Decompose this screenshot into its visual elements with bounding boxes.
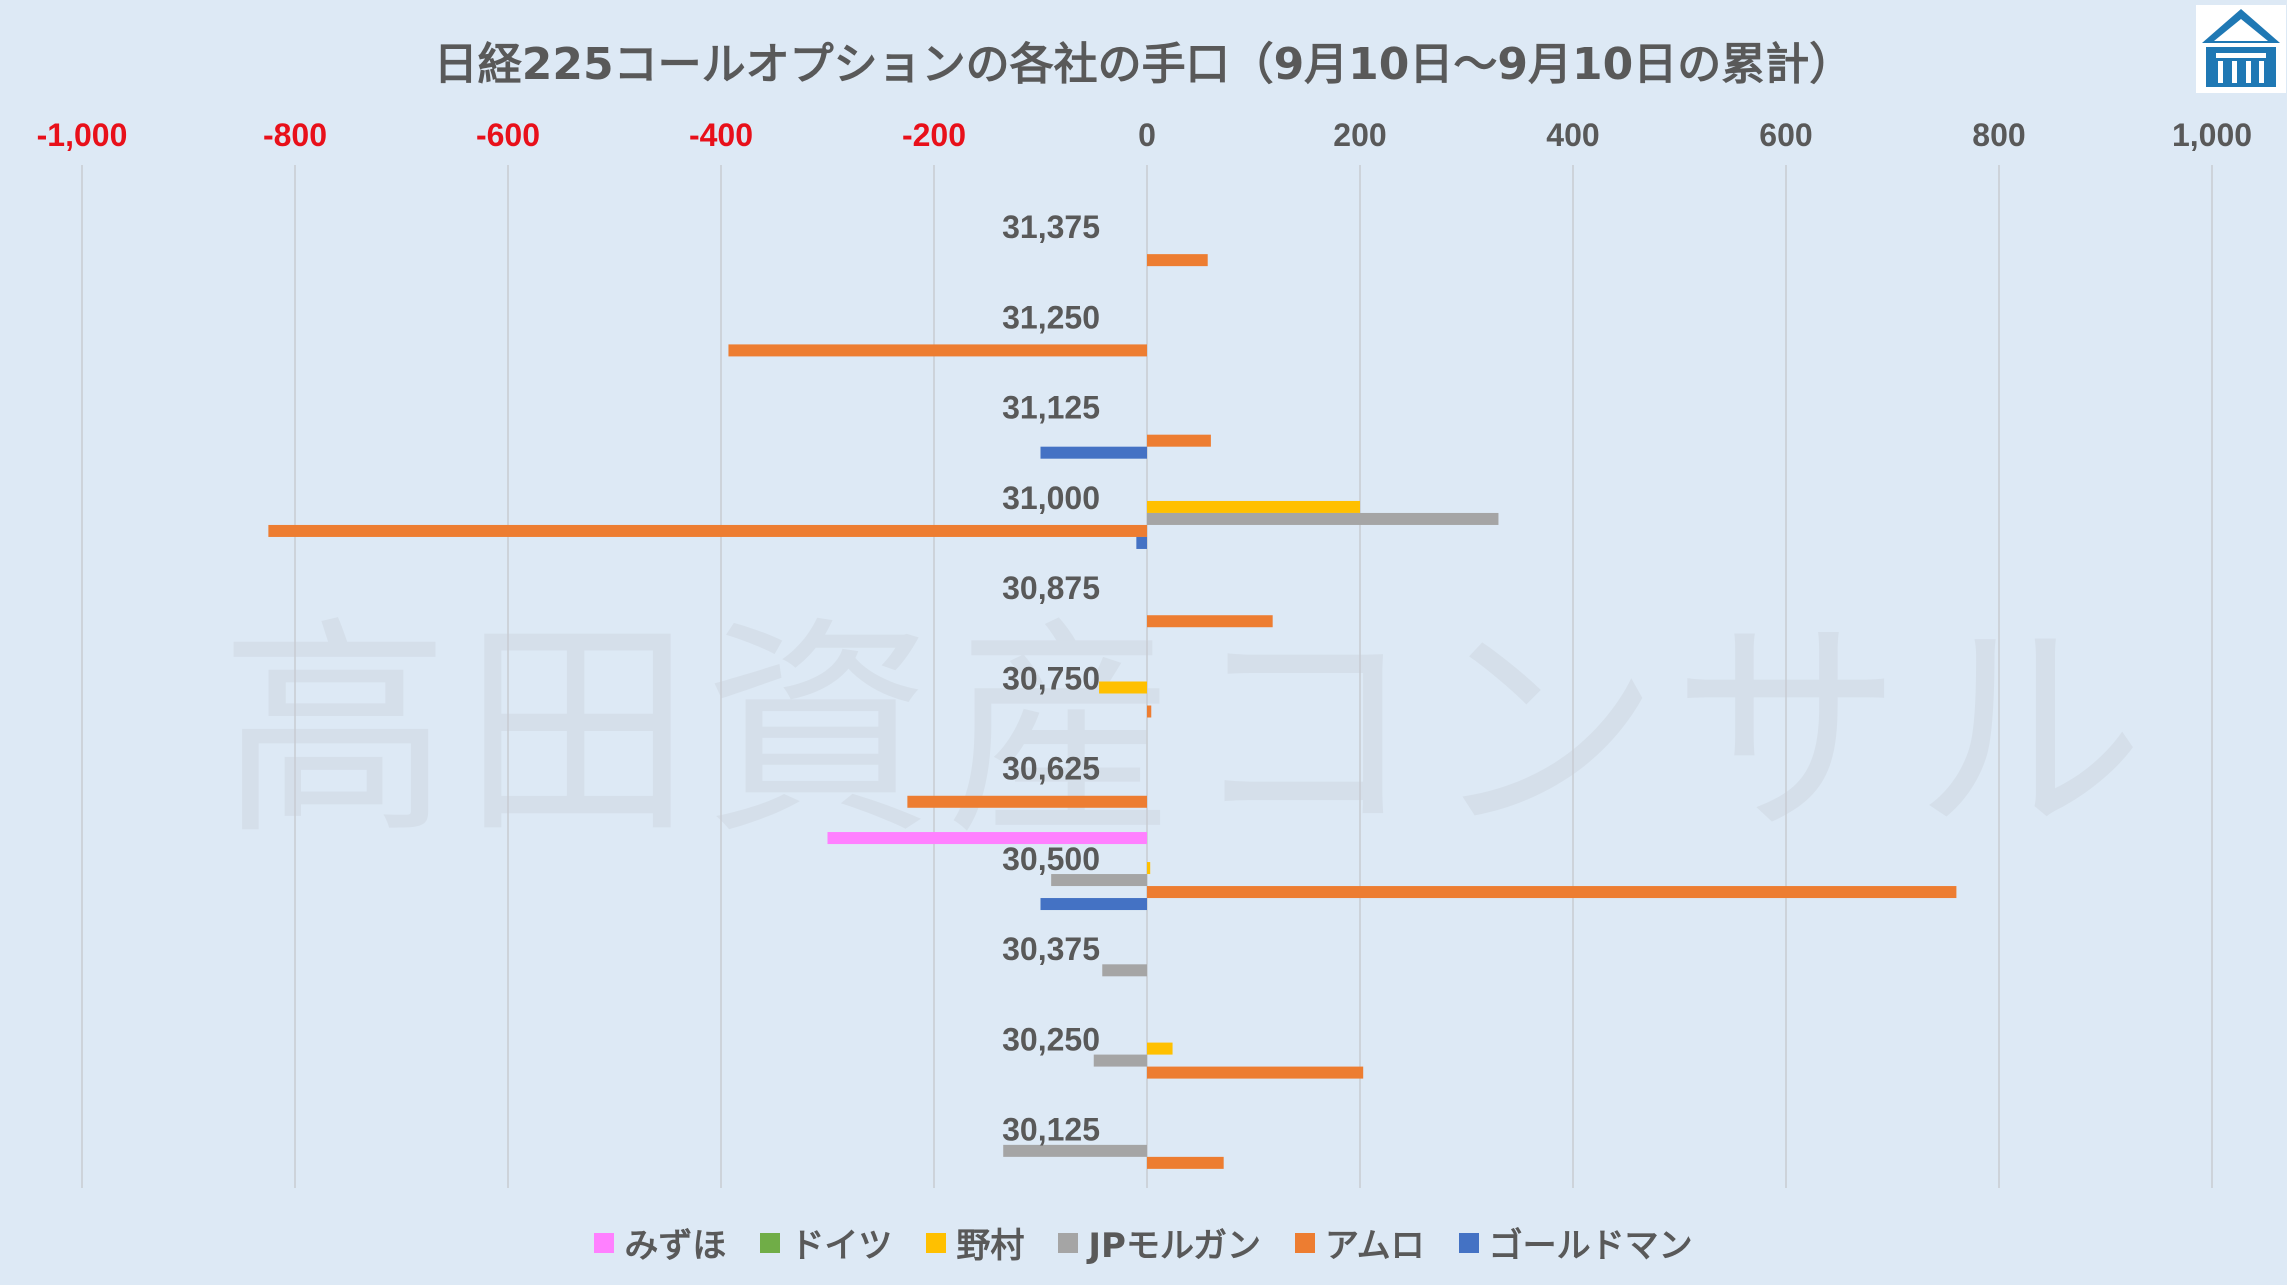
bar [1093,1054,1147,1067]
bar [1040,898,1147,911]
bar [1102,964,1147,977]
category-label: 30,625 [1002,751,1100,787]
legend-item: JPモルガン [1058,1218,1261,1267]
bar [1147,705,1152,718]
category-label: 31,125 [1002,390,1100,426]
legend-item: ゴールドマン [1458,1218,1693,1267]
category-label: 31,000 [1002,480,1100,516]
x-tick-label: -400 [689,117,753,153]
x-tick-label: 200 [1333,117,1386,153]
x-tick-label: -600 [476,117,540,153]
company-logo [2196,5,2286,93]
bar [1040,446,1147,459]
bar [1147,1156,1224,1169]
legend-label: アムロ [1324,1226,1425,1266]
legend-label: JPモルガン [1088,1226,1261,1266]
bar [268,524,1147,537]
legend-label: ゴールドマン [1488,1226,1693,1266]
legend-swatch [1458,1232,1479,1253]
bar [1147,615,1273,628]
category-label: 30,750 [1002,660,1100,696]
legend-item: ドイツ [760,1218,892,1267]
legend-label: ドイツ [790,1226,893,1266]
category-label: 30,250 [1002,1021,1100,1057]
bar [1051,874,1147,887]
bar-chart: -1,000 -800 -600 -400 -200 0 200 400 600 800 1,000… [37,117,2252,1188]
x-tick-label: -200 [902,117,966,153]
bar [1147,434,1211,447]
x-tick-label: -1,000 [37,117,128,153]
legend-swatch [926,1232,947,1253]
category-label: 30,875 [1002,570,1100,606]
category-label: 30,125 [1002,1112,1100,1148]
bar [1147,1066,1364,1079]
legend-swatch [760,1232,781,1253]
legend-item: 野村 [926,1218,1024,1267]
legend-item: みずほ [594,1218,726,1267]
category-label: 31,250 [1002,299,1100,335]
bar [1147,1042,1173,1055]
x-tick-label: -800 [263,117,327,153]
chart-title: 日経225コールオプションの各社の手口（9月10日～9月10日の累計） [433,39,1854,90]
bar [1136,536,1147,549]
bar [1003,1144,1147,1157]
legend-swatch [1058,1232,1079,1253]
category-label: 30,375 [1002,931,1100,967]
chart-legend: みずほ ドイツ 野村 JPモルガン アムロ ゴールドマン [0,1218,2287,1267]
bar [1147,886,1957,899]
bar [1099,681,1147,694]
x-tick-label: 0 [1138,117,1156,153]
category-label: 31,375 [1002,209,1100,245]
legend-item: アムロ [1294,1218,1425,1267]
x-tick-label: 800 [1972,117,2025,153]
legend-label: みずほ [624,1226,727,1266]
bar [1147,862,1151,875]
legend-swatch [594,1232,615,1253]
legend-swatch [1294,1232,1315,1253]
bar [728,344,1147,357]
x-tick-label: 600 [1759,117,1812,153]
bar [827,832,1147,845]
bar [907,795,1147,808]
category-label: 30,500 [1002,841,1100,877]
bar [1147,512,1499,525]
bar [1147,254,1208,267]
x-tick-label: 400 [1546,117,1599,153]
x-tick-label: 1,000 [2172,117,2252,153]
bar [1147,500,1360,513]
legend-label: 野村 [956,1226,1025,1266]
